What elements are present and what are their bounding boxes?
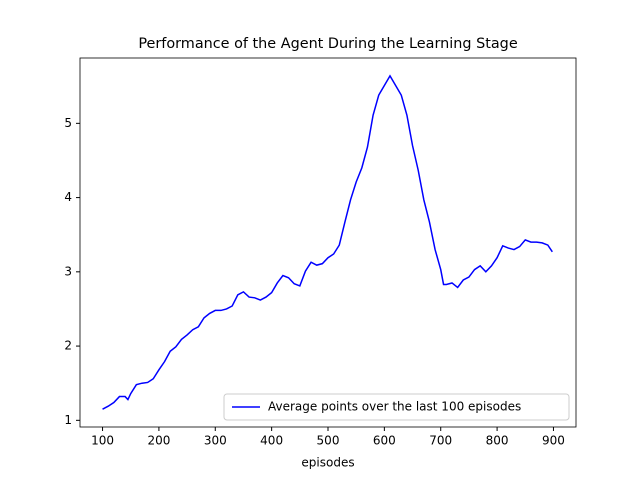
legend-label: Average points over the last 100 episode… — [268, 400, 521, 414]
x-tick-label: 300 — [204, 434, 227, 448]
chart-title: Performance of the Agent During the Lear… — [138, 36, 517, 52]
plot-frame — [79, 57, 577, 428]
x-tick-label: 900 — [542, 434, 565, 448]
x-tick-label: 100 — [91, 434, 114, 448]
x-tick-label: 400 — [260, 434, 283, 448]
x-tick-label: 500 — [317, 434, 340, 448]
y-tick-label: 2 — [64, 339, 72, 353]
x-axis-label: episodes — [301, 456, 354, 470]
x-tick-label: 800 — [486, 434, 509, 448]
y-tick-label: 5 — [64, 116, 72, 130]
legend-box — [223, 393, 570, 421]
x-tick-label: 700 — [429, 434, 452, 448]
y-tick-label: 3 — [64, 264, 72, 278]
x-tick-label: 200 — [147, 434, 170, 448]
line — [102, 74, 553, 410]
y-tick-label: 1 — [64, 413, 72, 427]
x-tick-label: 600 — [373, 434, 396, 448]
y-tick-label: 4 — [64, 190, 72, 204]
